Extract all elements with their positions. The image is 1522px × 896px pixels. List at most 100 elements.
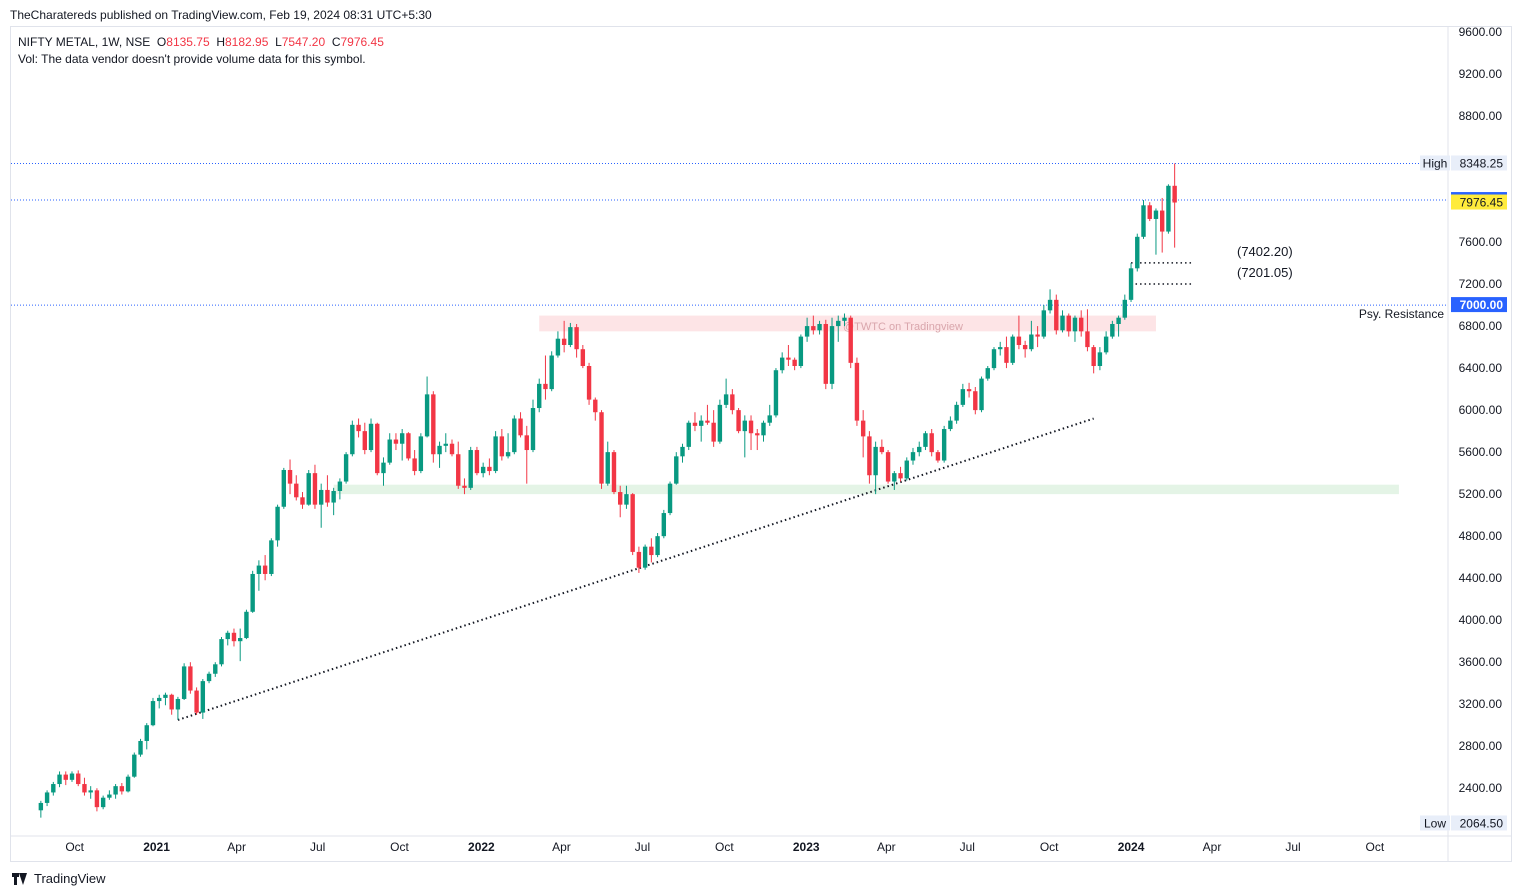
- candle-body: [667, 483, 673, 514]
- candle-body: [150, 701, 156, 726]
- candle-body: [561, 338, 567, 345]
- candle-body: [1166, 185, 1171, 232]
- candle-body: [393, 439, 399, 444]
- y-tick-label: 6800.00: [1459, 319, 1503, 333]
- y-tick-label: 7600.00: [1459, 235, 1503, 249]
- candle-body: [904, 460, 909, 479]
- candle-body: [723, 394, 729, 405]
- candle-body: [256, 565, 262, 574]
- candle-body: [194, 690, 199, 713]
- trendline: [177, 417, 1094, 721]
- x-tick-label: Oct: [65, 840, 84, 854]
- y-tick-label: 6400.00: [1459, 361, 1503, 375]
- candle-body: [599, 412, 604, 484]
- candle-body: [312, 473, 318, 505]
- candle-body: [512, 418, 517, 453]
- candle-body: [973, 391, 978, 411]
- candle-body: [537, 383, 542, 409]
- candle-body: [1110, 323, 1115, 337]
- candle-body: [910, 452, 916, 461]
- candle-body: [879, 446, 885, 453]
- y-tick-label: 2800.00: [1459, 739, 1503, 753]
- price-line-tag-3: Psy. Resistance: [1359, 307, 1444, 321]
- candle-body: [624, 494, 629, 505]
- candle-body: [848, 317, 853, 363]
- candle-body: [618, 492, 623, 505]
- low-value: 7547.20: [281, 35, 326, 49]
- candle-body: [480, 466, 486, 474]
- high-key: H: [216, 35, 225, 49]
- candle-body: [1141, 205, 1146, 237]
- candle-body: [1022, 344, 1028, 350]
- candle-body: [991, 349, 997, 369]
- candle-body: [125, 776, 131, 792]
- price-line-tag-bg-0: [1420, 155, 1450, 171]
- candle-body: [175, 698, 181, 710]
- candle-body: [549, 355, 554, 390]
- y-tick-label: 9200.00: [1459, 67, 1503, 81]
- candle-body: [418, 436, 424, 472]
- candle-body: [424, 394, 430, 437]
- candle-body: [680, 446, 685, 457]
- x-tick-label: 2022: [468, 840, 495, 854]
- y-tick-label: 5600.00: [1459, 445, 1503, 459]
- candle-body: [692, 422, 698, 426]
- chart-frame: [10, 26, 1512, 862]
- watermark-text: @TWTC on Tradingview: [843, 321, 963, 333]
- y-tick-label: 4400.00: [1459, 571, 1503, 585]
- candle-body: [406, 433, 411, 459]
- candle-body: [767, 415, 772, 423]
- candle-body: [287, 469, 293, 484]
- candle-body: [755, 433, 760, 436]
- candle-body: [300, 497, 305, 505]
- low-key: L: [275, 35, 282, 49]
- candle-body: [1159, 210, 1165, 232]
- candle-body: [188, 666, 193, 691]
- price-badge-3: [1451, 297, 1507, 313]
- y-tick-label: 4800.00: [1459, 529, 1503, 543]
- candle-body: [742, 420, 748, 432]
- candle-body: [630, 494, 635, 552]
- candle-body: [1072, 317, 1078, 332]
- candle-body: [786, 357, 791, 360]
- candle-body: [1103, 336, 1109, 353]
- candle-body: [543, 383, 548, 390]
- candle-body: [792, 359, 797, 367]
- x-tick-label: Oct: [715, 840, 734, 854]
- candle-body: [1004, 347, 1009, 363]
- candle-body: [1147, 205, 1152, 219]
- candle-body: [642, 546, 648, 568]
- candle-body: [1122, 299, 1128, 318]
- y-tick-label: 6000.00: [1459, 403, 1503, 417]
- candle-body: [100, 797, 106, 808]
- candle-body: [219, 639, 224, 665]
- candle-body: [38, 802, 44, 811]
- candle-body: [1097, 352, 1103, 367]
- candle-body: [113, 786, 118, 795]
- candle-body: [456, 454, 461, 486]
- candle-body: [779, 357, 785, 371]
- ohlc-legend: NIFTY METAL, 1W, NSE O8135.75 H8182.95 L…: [18, 35, 384, 49]
- candle-body: [493, 436, 498, 472]
- x-tick-label: 2024: [1118, 840, 1145, 854]
- candle-body: [443, 443, 448, 446]
- candle-body: [892, 473, 897, 482]
- candle-body: [269, 540, 274, 574]
- candle-body: [1128, 268, 1134, 300]
- candle-body: [935, 452, 941, 461]
- candle-body: [262, 565, 268, 574]
- candle-body: [88, 790, 93, 793]
- candle-body: [225, 632, 230, 640]
- candle-body: [331, 490, 336, 503]
- x-tick-label: Apr: [877, 840, 896, 854]
- candle-body: [611, 452, 617, 493]
- footer-brand[interactable]: TradingView: [12, 871, 106, 886]
- x-tick-label: Oct: [1040, 840, 1059, 854]
- price-line-tag-4: Low: [1424, 816, 1446, 830]
- y-tick-label: 2400.00: [1459, 781, 1503, 795]
- candle-body: [163, 694, 168, 698]
- candle-body: [885, 452, 891, 482]
- candle-body: [399, 433, 405, 444]
- candle-body: [1041, 310, 1047, 337]
